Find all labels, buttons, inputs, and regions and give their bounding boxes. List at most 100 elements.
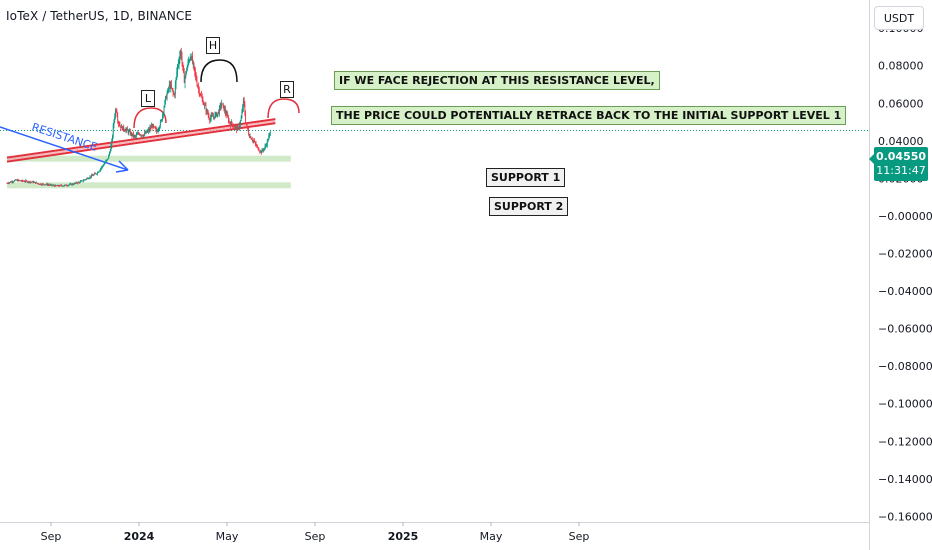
candle-body	[129, 131, 131, 132]
candle-body	[44, 184, 46, 186]
candle-body	[251, 138, 253, 140]
candle-body	[163, 106, 165, 113]
y-tick-label: −0.00000	[878, 210, 932, 223]
candle-body	[37, 183, 39, 184]
annotation-rejection[interactable]: IF WE FACE REJECTION AT THIS RESISTANCE …	[334, 71, 660, 90]
y-tick-label: 0.06000	[878, 97, 924, 110]
candle-body	[92, 175, 94, 177]
candle-body	[70, 183, 72, 185]
candle-body	[177, 63, 179, 66]
candle-body	[83, 179, 85, 181]
candle-body	[143, 134, 145, 137]
right-shoulder-label[interactable]: R	[280, 81, 294, 98]
candle-body	[47, 184, 49, 186]
candle-body	[126, 128, 128, 130]
candle-body	[100, 168, 101, 171]
candle-body	[124, 130, 126, 132]
candle-body	[70, 183, 72, 185]
candle-body	[195, 75, 197, 81]
left-shoulder-arc	[133, 107, 167, 129]
candle-body	[75, 182, 77, 184]
candle-body	[224, 109, 226, 111]
candle-body	[141, 135, 143, 136]
candle-body	[227, 114, 229, 118]
candle-body	[113, 120, 115, 126]
candle-body	[229, 121, 231, 124]
candle-body	[79, 181, 81, 183]
candle-body	[17, 179, 18, 182]
head-label[interactable]: H	[206, 37, 220, 54]
candle-body	[153, 124, 155, 127]
candle-body	[147, 131, 149, 133]
candle-body	[109, 151, 111, 153]
support-1-label[interactable]: SUPPORT 1	[486, 168, 566, 187]
candle-body	[167, 88, 169, 94]
candle-body	[11, 181, 13, 183]
candle-body	[194, 66, 196, 72]
candle-body	[186, 71, 187, 72]
candle-body	[175, 77, 177, 85]
support-2-zone	[7, 182, 291, 189]
candle-body	[65, 184, 67, 186]
left-shoulder-label[interactable]: L	[141, 90, 155, 107]
candle-body	[155, 128, 157, 130]
candle-body	[46, 183, 48, 185]
candle-body	[118, 121, 119, 124]
candle-body	[67, 185, 69, 186]
candle-body	[82, 180, 84, 182]
annotation-retrace[interactable]: THE PRICE COULD POTENTIALLY RETRACE BACK…	[331, 106, 847, 125]
candle-body	[134, 135, 136, 137]
candle-body	[238, 127, 240, 129]
candle-body	[232, 124, 234, 127]
candle-body	[185, 71, 187, 77]
candle-body	[26, 181, 28, 183]
resistance-line-lower	[6, 122, 276, 163]
candle-body	[40, 183, 42, 185]
candle-body	[7, 183, 9, 184]
candle-body	[145, 131, 147, 134]
candle-body	[197, 85, 199, 87]
candle-body	[41, 183, 43, 185]
candle-body	[24, 181, 26, 183]
candle-body	[210, 115, 212, 118]
candle-body	[105, 161, 107, 163]
candle-body	[64, 184, 66, 186]
y-tick-label: −0.10000	[878, 398, 932, 411]
candle-body	[49, 184, 51, 186]
candle-body	[239, 120, 241, 125]
candle-body	[182, 62, 184, 66]
symbol-title[interactable]: IoTeX / TetherUS, 1D, BINANCE	[6, 9, 193, 23]
candle-body	[147, 129, 149, 132]
candle-body	[103, 165, 104, 167]
candle-body	[179, 56, 181, 62]
candle-body	[35, 182, 37, 184]
candle-body	[73, 184, 75, 186]
candle-body	[68, 184, 70, 186]
candle-body	[25, 180, 27, 182]
candle-body	[54, 185, 56, 187]
candle-body	[89, 176, 91, 178]
candle-body	[264, 146, 266, 149]
candle-body	[64, 185, 66, 186]
y-tick-label: −0.08000	[878, 360, 932, 373]
candle-body	[198, 86, 199, 89]
currency-selector[interactable]: USDT	[874, 6, 924, 30]
candle-body	[34, 182, 36, 183]
support-2-label[interactable]: SUPPORT 2	[489, 197, 569, 216]
candle-body	[235, 126, 237, 128]
candle-body	[186, 66, 188, 72]
candle-body	[85, 178, 87, 180]
candle-body	[78, 181, 80, 183]
candle-body	[39, 183, 41, 185]
candle-body	[213, 116, 215, 118]
candle-body	[14, 179, 16, 181]
candle-body	[265, 145, 267, 147]
candle-body	[36, 182, 38, 184]
candle-body	[248, 134, 250, 138]
candle-body	[161, 119, 163, 121]
candle-body	[233, 126, 235, 128]
candle-body	[206, 109, 208, 112]
bar-countdown: 11:31:47	[876, 164, 926, 177]
candle-body	[94, 173, 96, 175]
candle-body	[228, 121, 230, 123]
